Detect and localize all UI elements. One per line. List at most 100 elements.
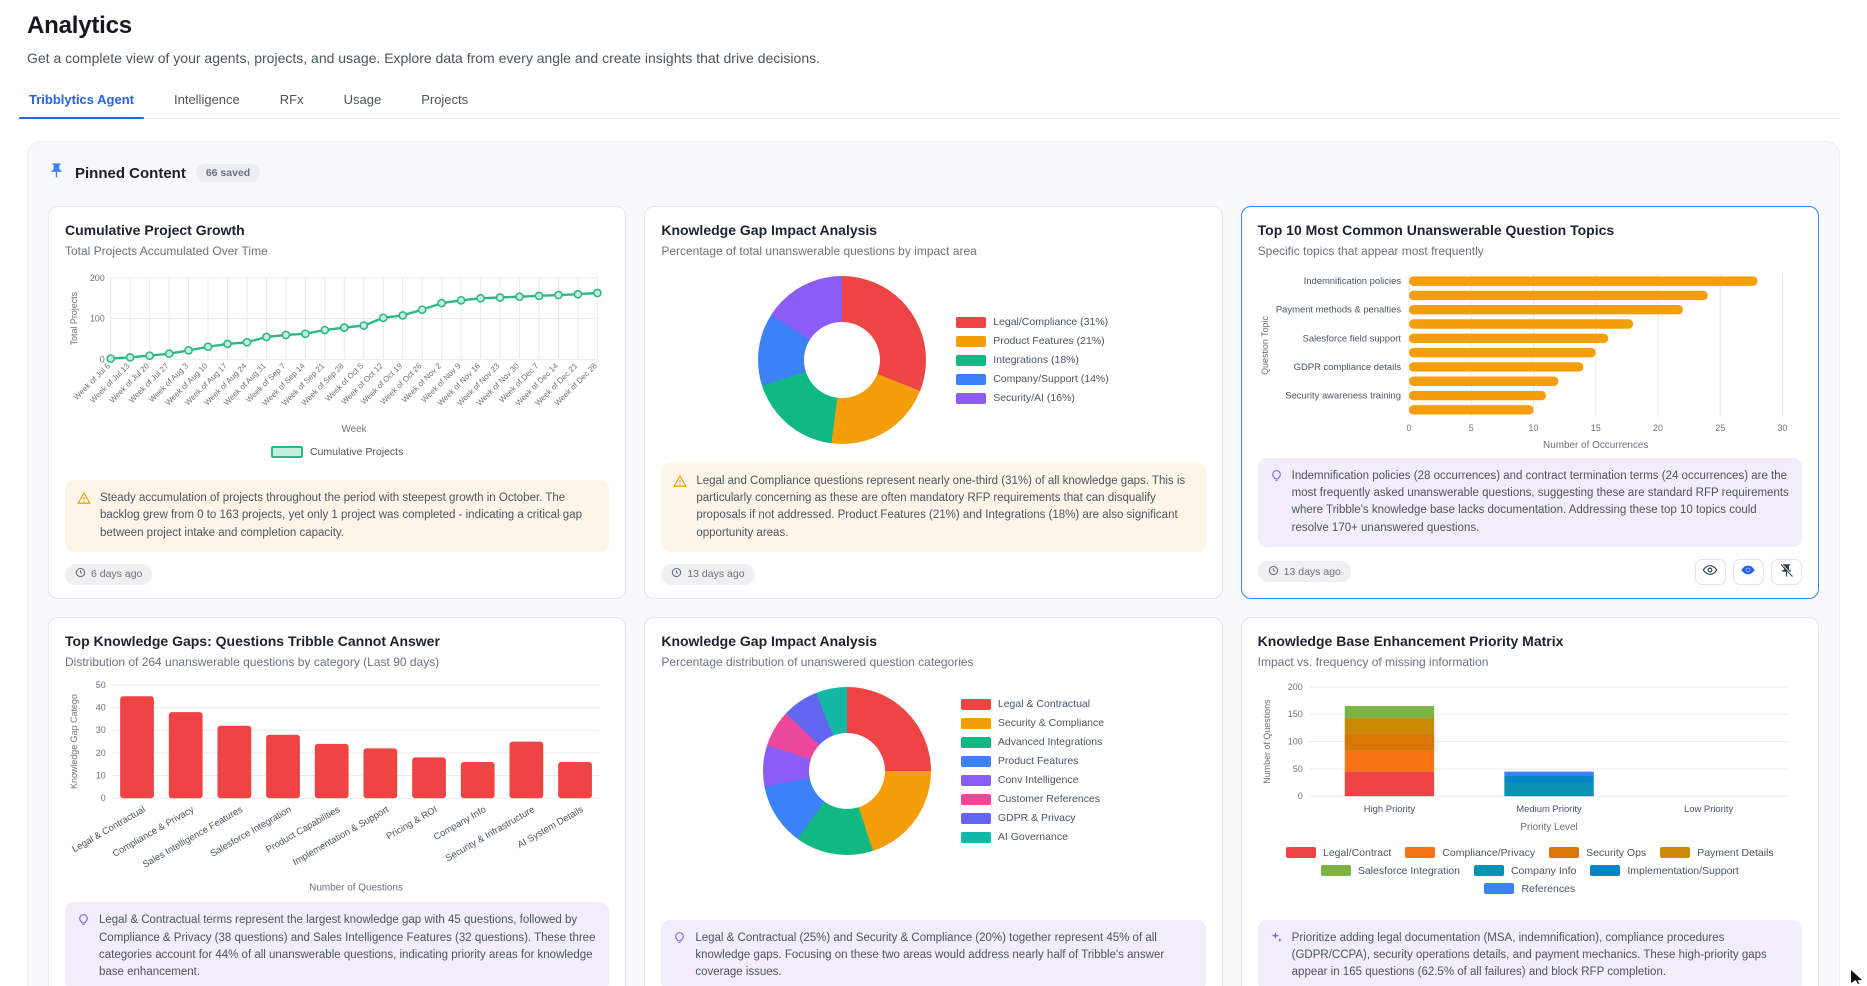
svg-text:10: 10 xyxy=(96,770,106,780)
unpin-button[interactable] xyxy=(1770,558,1802,585)
svg-text:50: 50 xyxy=(96,680,106,690)
chart-legend: Legal/Contract Compliance/Privacy Security… xyxy=(1258,847,1802,895)
tab-intelligence[interactable]: Intelligence xyxy=(173,92,240,107)
chart-legend: Cumulative Projects xyxy=(65,445,609,458)
card-chart: 0 100 200 Total Projects Week of Jul 6 Week o… xyxy=(65,268,609,458)
card-chart: 0 5 10 15 20 25 30 Indemnification policies Paym… xyxy=(1258,268,1802,458)
svg-text:10: 10 xyxy=(1528,423,1538,433)
timestamp-badge: 6 days ago xyxy=(65,563,153,585)
svg-text:0: 0 xyxy=(101,793,106,803)
card-subtitle: Percentage distribution of unanswered qu… xyxy=(661,654,974,669)
card-title: Top 10 Most Common Unanswerable Question… xyxy=(1257,222,1615,238)
svg-text:Medium Priority: Medium Priority xyxy=(1516,803,1582,814)
svg-text:Low Priority: Low Priority xyxy=(1684,803,1734,814)
card-chart: Legal/Compliance (31%) Product Features (… xyxy=(661,268,1205,444)
card-subtitle: Specific topics that appear most frequen… xyxy=(1257,244,1484,258)
svg-text:40: 40 xyxy=(96,702,106,712)
svg-text:Pricing & ROI: Pricing & ROI xyxy=(384,803,439,841)
card-note-warning: Steady accumulation of projects througho… xyxy=(65,480,610,552)
svg-text:Security & Infrastructure: Security & Infrastructure xyxy=(443,803,536,863)
svg-text:Security awareness training: Security awareness training xyxy=(1285,390,1401,401)
pinned-content-panel: Pinned Content 66 saved Cumulative Proje… xyxy=(27,141,1840,986)
donut-chart xyxy=(758,276,927,444)
card-title: Knowledge Base Enhancement Priority Matr… xyxy=(1257,632,1564,649)
mouse-cursor xyxy=(1851,970,1862,984)
insight-icon xyxy=(673,931,686,982)
note-text: Indemnification policies (28 occurrences… xyxy=(1291,469,1789,534)
svg-text:Question Topic: Question Topic xyxy=(1260,316,1270,375)
chart-legend: Legal & Contractual Security & Compliance… xyxy=(960,698,1104,843)
card-note-insight: Legal & Contractual (25%) and Security &… xyxy=(661,919,1206,986)
svg-text:Priority Level: Priority Level xyxy=(1520,822,1577,833)
svg-text:0: 0 xyxy=(1406,423,1411,433)
tab-tribblytics-agent[interactable]: Tribblytics Agent xyxy=(19,86,144,119)
svg-text:50: 50 xyxy=(1292,764,1302,774)
card-note-warning: Legal and Compliance questions represent… xyxy=(661,462,1206,552)
tab-rfx[interactable]: RFx xyxy=(279,92,304,107)
pinned-card-1[interactable]: Knowledge Gap Impact Analysis Percentage… xyxy=(644,206,1223,599)
pinned-header: Pinned Content 66 saved xyxy=(48,162,1819,184)
svg-text:High Priority: High Priority xyxy=(1363,803,1415,814)
insights-icon xyxy=(1740,562,1756,581)
svg-text:5: 5 xyxy=(1468,423,1473,433)
svg-text:Week: Week xyxy=(341,424,366,435)
page-subtitle: Get a complete view of your agents, proj… xyxy=(27,50,820,66)
pinned-title: Pinned Content xyxy=(75,164,186,182)
tab-usage[interactable]: Usage xyxy=(343,92,382,107)
card-title: Top Knowledge Gaps: Questions Tribble Ca… xyxy=(65,632,440,649)
svg-text:0: 0 xyxy=(1297,791,1302,801)
svg-text:Knowledge Gap Catego: Knowledge Gap Catego xyxy=(69,694,79,789)
note-text: Legal and Compliance questions represent… xyxy=(696,474,1186,539)
pinned-card-5[interactable]: Knowledge Base Enhancement Priority Matr… xyxy=(1240,616,1819,986)
page-title: Analytics xyxy=(27,12,132,39)
card-chart: 0 50 100 150 200 High Priority Medium Priority… xyxy=(1258,679,1802,895)
pinned-card-3[interactable]: Top Knowledge Gaps: Questions Tribble Ca… xyxy=(48,616,627,986)
card-chart: 0 10 20 30 40 50 Legal & Contractual Compliance… xyxy=(65,679,609,903)
svg-text:15: 15 xyxy=(1590,423,1600,433)
pinned-card-4[interactable]: Knowledge Gap Impact Analysis Percentage… xyxy=(644,616,1223,986)
note-text: Prioritize adding legal documentation (M… xyxy=(1291,931,1767,979)
note-text: Legal & Contractual terms represent the … xyxy=(99,914,596,979)
chart-legend: Legal/Compliance (31%) Product Features (… xyxy=(956,316,1109,404)
pinned-card-2[interactable]: Top 10 Most Common Unanswerable Question… xyxy=(1240,206,1819,599)
svg-text:25: 25 xyxy=(1715,423,1725,433)
tab-projects[interactable]: Projects xyxy=(421,92,469,107)
unpin-icon xyxy=(1779,563,1794,581)
card-chart: Legal & Contractual Security & Compliance… xyxy=(661,679,1205,855)
svg-text:Salesforce Integration: Salesforce Integration xyxy=(208,803,293,858)
clock-icon xyxy=(1268,565,1279,579)
svg-text:Payment methods & penalties: Payment methods & penalties xyxy=(1276,304,1401,315)
svg-text:Indemnification policies: Indemnification policies xyxy=(1303,275,1401,286)
saved-count-badge: 66 saved xyxy=(195,164,261,182)
chart-insights-button[interactable] xyxy=(1732,558,1764,585)
svg-text:20: 20 xyxy=(1653,423,1663,433)
pin-icon xyxy=(48,162,65,184)
card-subtitle: Impact vs. frequency of missing informat… xyxy=(1257,654,1489,669)
pinned-cards-grid: Cumulative Project Growth Total Projects… xyxy=(48,206,1819,986)
view-icon xyxy=(1702,562,1718,581)
warning-icon xyxy=(77,491,91,542)
card-actions xyxy=(1694,558,1802,585)
svg-text:100: 100 xyxy=(90,314,105,324)
card-subtitle: Distribution of 264 unanswerable questio… xyxy=(65,654,440,669)
clock-icon xyxy=(671,567,682,581)
card-title: Cumulative Project Growth xyxy=(65,222,245,238)
pinned-card-0[interactable]: Cumulative Project Growth Total Projects… xyxy=(48,206,627,599)
svg-text:Salesforce field support: Salesforce field support xyxy=(1302,332,1401,343)
note-text: Steady accumulation of projects througho… xyxy=(100,492,582,539)
svg-text:200: 200 xyxy=(1287,682,1302,692)
svg-text:Number of Questions: Number of Questions xyxy=(1262,699,1272,784)
svg-text:30: 30 xyxy=(96,725,106,735)
card-subtitle: Total Projects Accumulated Over Time xyxy=(65,244,268,258)
donut-chart xyxy=(762,686,931,855)
card-note-insight: Indemnification policies (28 occurrences… xyxy=(1257,457,1802,547)
svg-text:Compliance & Privacy: Compliance & Privacy xyxy=(110,803,196,859)
clock-icon xyxy=(75,567,86,581)
svg-text:150: 150 xyxy=(1287,709,1302,719)
svg-text:0: 0 xyxy=(100,354,105,364)
view-insight-button[interactable] xyxy=(1694,558,1726,585)
card-subtitle: Percentage of total unanswerable questio… xyxy=(661,244,977,258)
card-title: Knowledge Gap Impact Analysis xyxy=(661,632,878,649)
svg-text:30: 30 xyxy=(1777,423,1787,433)
